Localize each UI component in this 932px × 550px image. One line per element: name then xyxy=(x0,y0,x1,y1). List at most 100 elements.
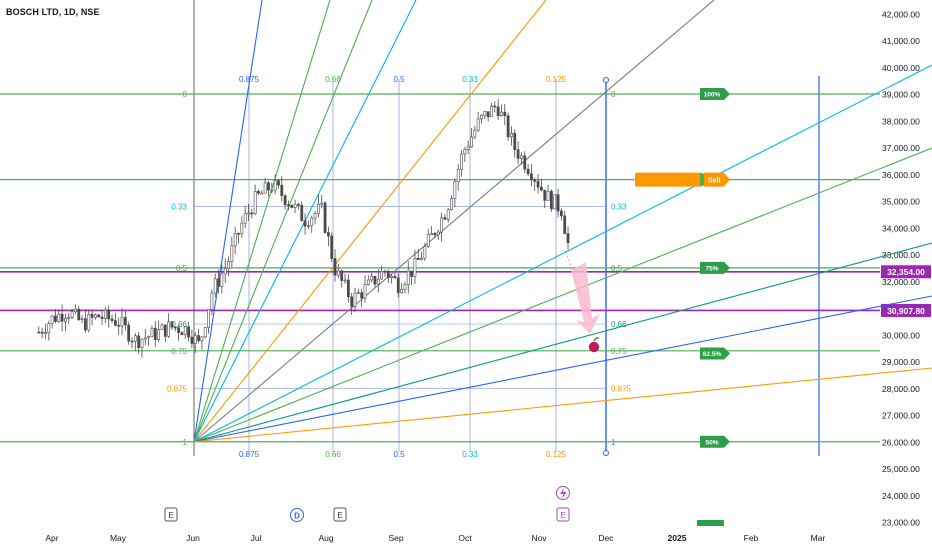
candle-body xyxy=(137,335,141,349)
earnings-marker xyxy=(164,507,178,522)
x-tick-label: Aug xyxy=(318,533,333,543)
fib-time-label-bottom: 0.875 xyxy=(239,450,260,459)
candle-body xyxy=(37,331,41,334)
candle-body xyxy=(130,340,134,343)
candle-body xyxy=(47,323,51,333)
fib-fan-line xyxy=(193,0,715,443)
x-tick-label: May xyxy=(110,533,127,543)
candle-body xyxy=(57,313,61,322)
candle-body xyxy=(373,275,377,285)
candle-body xyxy=(346,279,350,298)
candle-body xyxy=(363,284,367,299)
fib-time-label-bottom: 0.125 xyxy=(546,450,567,459)
fib-level-label-left: 1 xyxy=(183,438,188,447)
candle-body xyxy=(313,212,317,219)
candle-body xyxy=(336,270,340,276)
candle-body xyxy=(406,270,410,285)
candle-body xyxy=(203,327,207,338)
candle-body xyxy=(220,273,224,287)
candle-body xyxy=(260,192,264,195)
candle-body xyxy=(280,184,284,196)
x-tick-label: Dec xyxy=(598,533,614,543)
candle-body xyxy=(316,203,320,214)
candle-body xyxy=(263,182,267,194)
candle-body xyxy=(180,332,184,336)
candle-body xyxy=(147,336,151,339)
candle-body xyxy=(540,186,543,191)
x-tick-label: 2025 xyxy=(668,533,687,543)
percent-tag-bg xyxy=(700,347,730,360)
candle-body xyxy=(270,189,274,192)
candle-body xyxy=(163,324,167,337)
candle-body xyxy=(443,217,447,220)
candle-body xyxy=(533,179,537,182)
fib-time-label-top: 0.125 xyxy=(546,75,567,84)
candle-body xyxy=(436,231,440,236)
candle-body xyxy=(237,232,240,235)
candle-body xyxy=(153,327,157,341)
flash-bolt xyxy=(560,488,567,499)
fib-level-label-left: 0.875 xyxy=(167,384,188,393)
candle-body xyxy=(343,279,347,282)
candle-body xyxy=(123,317,127,326)
candle-body xyxy=(446,209,450,220)
y-tick-label: 24,000.00 xyxy=(882,491,920,501)
candle-body xyxy=(523,155,527,170)
fib-level-label-left: 0.66 xyxy=(171,320,187,329)
candle-body xyxy=(386,271,390,278)
apple-icon xyxy=(588,341,600,353)
price-label-text: 32,354.00 xyxy=(887,267,925,277)
candle-body xyxy=(553,194,557,210)
candle-body xyxy=(460,153,463,170)
candle-body xyxy=(470,136,473,148)
candle-body xyxy=(440,217,443,233)
candle-body xyxy=(200,336,204,341)
candle-body xyxy=(210,292,214,310)
projection-arrow xyxy=(571,262,600,334)
fib-fan-line xyxy=(193,367,932,443)
candle-body xyxy=(257,191,260,194)
candle-body xyxy=(430,233,433,236)
candle-body xyxy=(453,181,457,199)
candle-body xyxy=(546,190,550,201)
dividend-marker-text: D xyxy=(294,512,300,521)
x-tick-label: Sep xyxy=(388,533,403,543)
candle-body xyxy=(297,203,300,206)
y-tick-label: 33,000.00 xyxy=(882,250,920,260)
earnings-marker xyxy=(333,507,347,522)
candle-body xyxy=(233,232,237,247)
candle-body xyxy=(556,194,560,212)
fib-time-label-bottom: 0.5 xyxy=(393,450,405,459)
candle-body xyxy=(54,315,57,322)
candle-body xyxy=(450,198,453,210)
candle-body xyxy=(300,204,304,222)
candle-body xyxy=(217,278,220,287)
x-tick-label: Nov xyxy=(531,533,547,543)
candle-body xyxy=(173,326,177,329)
candle-body xyxy=(127,324,131,342)
candle-body xyxy=(197,335,200,341)
y-tick-label: 27,000.00 xyxy=(882,411,920,421)
candle-body xyxy=(93,314,97,318)
candle-body xyxy=(543,189,547,201)
candle-body xyxy=(44,332,47,334)
candle-body xyxy=(243,213,247,224)
fib-level-label-left: 0.5 xyxy=(176,264,188,273)
x-tick-label: Oct xyxy=(458,533,472,543)
percent-tag-text: 50% xyxy=(705,439,718,446)
candle-body xyxy=(433,233,437,236)
candle-body xyxy=(370,275,374,281)
anchor-handle xyxy=(603,450,609,456)
candle-body xyxy=(360,292,364,299)
fib-level-label-right: 0.5 xyxy=(611,264,623,273)
y-tick-label: 42,000.00 xyxy=(882,9,920,19)
candle-body xyxy=(536,181,540,188)
candle-body xyxy=(503,111,507,117)
fib-time-label-top: 0.66 xyxy=(325,75,341,84)
y-tick-label: 23,000.00 xyxy=(882,518,920,528)
y-tick-label: 34,000.00 xyxy=(882,223,920,233)
candle-body xyxy=(100,316,104,319)
candle-body xyxy=(473,129,477,138)
